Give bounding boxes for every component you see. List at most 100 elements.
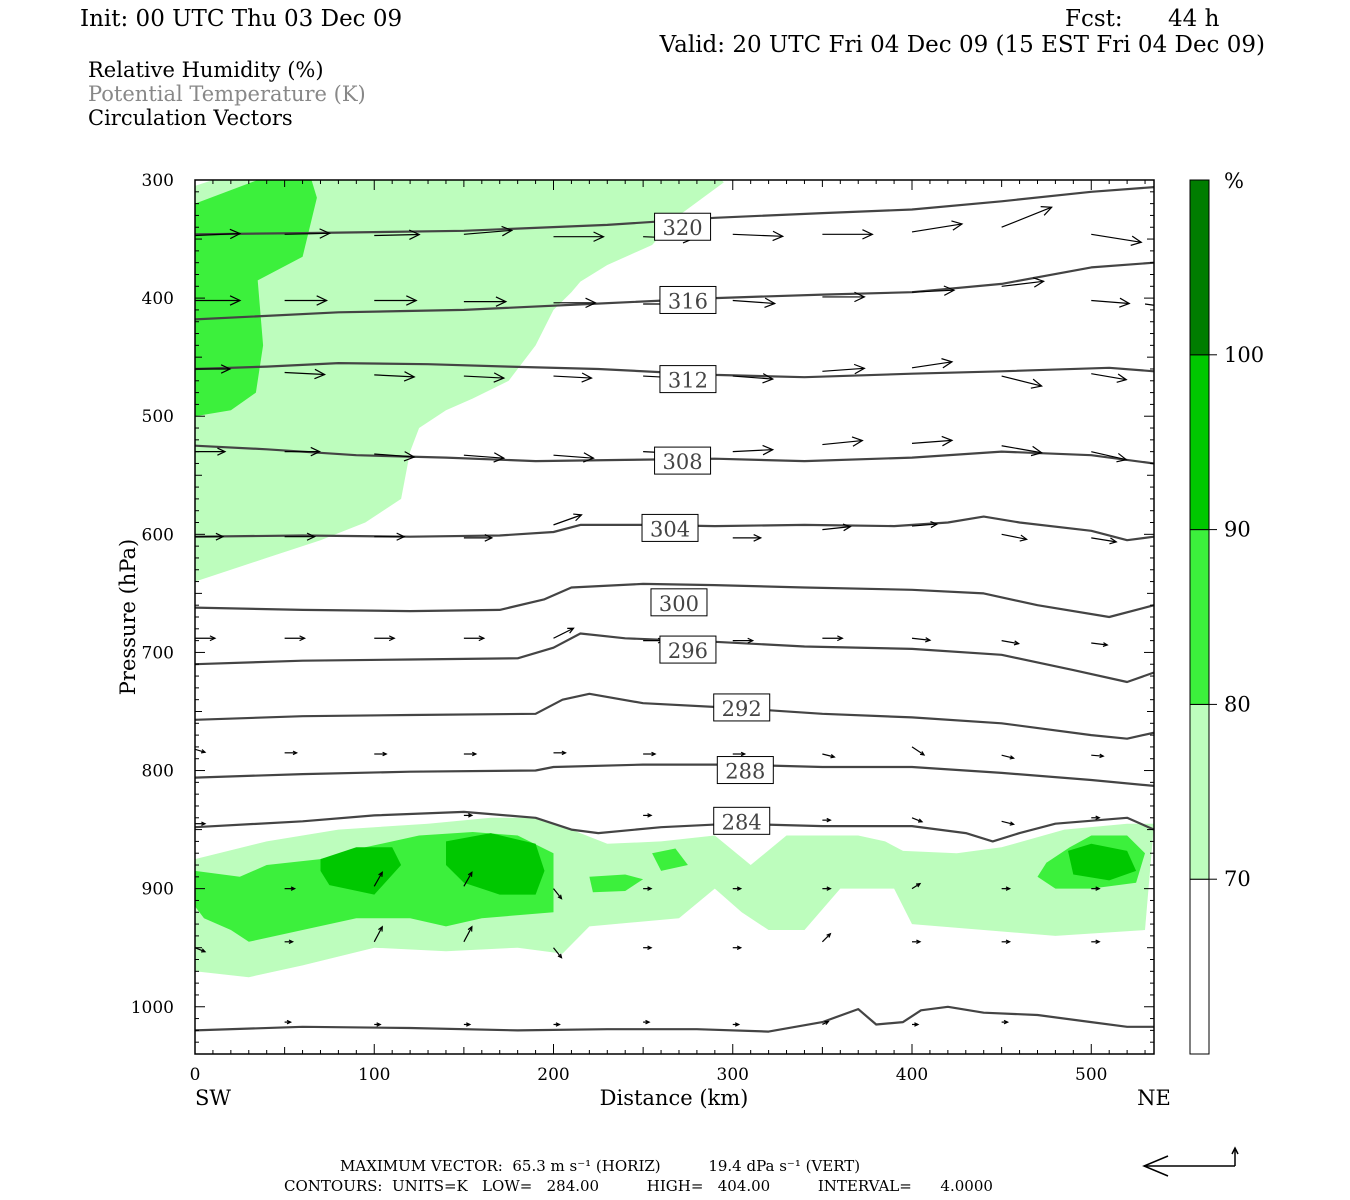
circulation-vector xyxy=(463,925,473,943)
circulation-vector xyxy=(732,945,743,950)
circulation-vector xyxy=(284,1019,293,1025)
circulation-vector xyxy=(911,521,939,529)
circulation-vector xyxy=(822,363,866,375)
circulation-vector xyxy=(732,533,763,542)
circulation-vector xyxy=(195,635,217,642)
circulation-vector xyxy=(643,886,653,891)
colorbar-swatch xyxy=(1189,878,1210,1055)
isentrope-label-box xyxy=(659,365,717,394)
circulation-vector xyxy=(732,373,775,384)
circulation-vector xyxy=(374,532,406,541)
circulation-vector xyxy=(553,627,575,639)
circulation-vector xyxy=(463,225,514,237)
circulation-vector xyxy=(1091,815,1101,821)
rh-shading xyxy=(195,180,1154,978)
circulation-vector xyxy=(374,371,416,382)
circulation-vector xyxy=(553,513,583,526)
circulation-vector xyxy=(553,1022,561,1027)
circulation-vector xyxy=(373,925,383,943)
isentrope-292 xyxy=(195,692,1154,740)
circulation-vector xyxy=(732,751,747,757)
colorbar-level-label: 70 xyxy=(1224,867,1251,891)
circulation-vector xyxy=(822,753,836,759)
circulation-vector xyxy=(463,296,508,307)
circulation-vector xyxy=(822,229,874,240)
isentrope-label: 300 xyxy=(659,592,699,616)
max-vector-info: MAXIMUM VECTOR: 65.3 m s⁻¹ (HORIZ) 19.4 … xyxy=(340,1157,860,1175)
rh-region-70 xyxy=(195,180,724,582)
axis-ticks: 0 100 200 300 400 500 300 400 500 600 700 800 900 100… xyxy=(131,171,1154,1085)
circulation-vector xyxy=(553,947,563,959)
contour-info: CONTOURS: UNITS=K LOW= 284.00 HIGH= 404.… xyxy=(284,1177,993,1195)
circulation-vector xyxy=(822,886,832,891)
y-tick-label: 800 xyxy=(142,762,174,782)
circulation-vector xyxy=(643,1019,651,1025)
isentrope-label-box xyxy=(713,806,771,835)
isentrope-288 xyxy=(195,763,1154,787)
circulation-vector xyxy=(195,364,232,374)
colorbar-swatch xyxy=(1189,529,1210,705)
circulation-vector xyxy=(911,746,926,756)
circulation-vector xyxy=(553,372,593,383)
isentrope-label: 288 xyxy=(725,760,765,784)
circulation-vector xyxy=(1001,1019,1010,1025)
circulation-vector xyxy=(284,228,332,239)
circulation-vector xyxy=(1001,754,1016,760)
circulation-vector xyxy=(374,635,396,642)
isentrope-label: 296 xyxy=(668,639,708,663)
isentrope-label-box xyxy=(713,693,771,722)
circulation-vector xyxy=(1001,445,1044,457)
colorbar-unit: % xyxy=(1224,169,1244,193)
circulation-vector xyxy=(284,295,329,306)
circulation-vector xyxy=(1001,640,1021,646)
circulation-vector xyxy=(1091,537,1118,545)
circulation-vector xyxy=(195,532,225,541)
circulation-vectors xyxy=(195,205,1154,1027)
circulation-vector xyxy=(732,1022,741,1027)
isentrope-label: 308 xyxy=(663,450,703,474)
circulation-vector xyxy=(1091,451,1128,463)
circulation-vector xyxy=(732,297,777,308)
circulation-vector xyxy=(732,886,743,891)
x-tick-label: 100 xyxy=(358,1065,390,1085)
x-tick-label: 500 xyxy=(1075,1065,1107,1085)
circulation-vector xyxy=(822,436,864,447)
isentrope-label: 320 xyxy=(663,216,703,240)
circulation-vector xyxy=(1001,533,1029,542)
colorbar-swatch xyxy=(1189,179,1210,356)
circulation-vector xyxy=(553,888,563,900)
rh-region-90 xyxy=(446,833,545,895)
field-label-vectors: Circulation Vectors xyxy=(88,106,293,130)
isentrope-label-box xyxy=(650,588,708,617)
y-tick-label: 400 xyxy=(142,289,174,309)
circulation-vector xyxy=(1091,373,1128,383)
isentrope-316 xyxy=(195,261,1154,321)
rh-region-90 xyxy=(1068,843,1137,881)
circulation-vector xyxy=(553,297,597,309)
rh-region-90 xyxy=(320,847,402,895)
isentrope-label-box xyxy=(659,285,717,314)
circulation-vector xyxy=(911,285,956,296)
isentrope-304 xyxy=(195,515,1154,542)
y-axis-title: Pressure (hPa) xyxy=(116,539,140,695)
init-time: Init: 00 UTC Thu 03 Dec 09 xyxy=(80,6,402,32)
circulation-vector xyxy=(374,751,388,757)
circulation-vector xyxy=(911,435,954,447)
circulation-vector xyxy=(1001,205,1053,228)
isentrope-320 xyxy=(195,186,1154,236)
circulation-vector xyxy=(822,523,852,532)
circulation-vector xyxy=(463,871,473,887)
circulation-vector xyxy=(195,748,207,754)
isentrope-label-box xyxy=(716,756,774,785)
isentrope-label: 312 xyxy=(668,369,708,393)
isentrope-label: 316 xyxy=(668,289,708,313)
field-label-rh: Relative Humidity (%) xyxy=(88,58,324,82)
y-tick-label: 700 xyxy=(142,643,174,663)
colorbar: 70 80 90 100 xyxy=(1189,179,1264,1055)
isentrope-label: 292 xyxy=(722,697,762,721)
isentrope-label: 304 xyxy=(650,517,690,541)
circulation-vector xyxy=(911,637,932,643)
forecast-label: Fcst: xyxy=(1065,6,1123,32)
y-tick-label: 300 xyxy=(142,171,174,191)
field-label-theta: Potential Temperature (K) xyxy=(88,82,366,106)
